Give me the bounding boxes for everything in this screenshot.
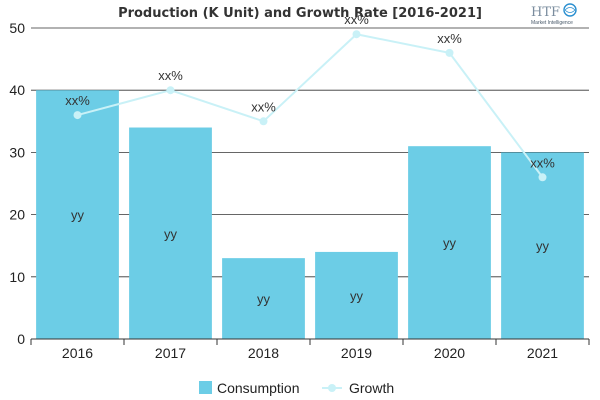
x-tick-label: 2018 [248,345,279,361]
bar-consumption-2018 [222,258,305,339]
bar-data-label: yy [257,292,271,307]
y-tick-label: 20 [9,207,25,223]
growth-data-label: xx% [344,12,369,27]
bars-layer [36,90,584,340]
bar-data-label: yy [443,236,457,251]
y-tick-label: 50 [9,20,25,36]
growth-point-2019 [352,30,361,39]
growth-line [77,33,544,178]
logo-text: HTF [531,5,560,20]
axis-layer: 0 10 20 30 40 50 2016 2017 2018 2019 2020 2021 [9,20,590,361]
growth-point-2021 [538,173,547,182]
growth-point-2016 [73,111,82,120]
bar-data-label: yy [350,288,364,303]
x-tick-label: 2020 [434,345,465,361]
y-tick-label: 0 [17,331,25,347]
line-layer [73,30,547,182]
logo-globe-meridian-icon [564,7,576,13]
logo-globe-icon [563,3,577,17]
bar-consumption-2017 [129,127,212,340]
labels-layer: yy yy yy yy yy yy xx% xx% xx% xx% xx% xx% [65,12,555,306]
legend: Consumption Growth [199,380,394,396]
x-tick-label: 2019 [341,345,372,361]
legend-label-growth: Growth [349,380,394,396]
growth-data-label: xx% [251,99,276,114]
legend-swatch-consumption [199,381,212,394]
bar-consumption-2019 [315,251,398,339]
growth-point-2018 [259,117,268,126]
grid-layer [31,27,589,278]
bar-data-label: yy [71,208,85,223]
growth-data-label: xx% [158,68,183,83]
y-tick-label: 10 [9,269,25,285]
x-tick-label: 2016 [62,345,93,361]
growth-data-label: xx% [65,93,90,108]
x-tick-label: 2017 [155,345,186,361]
bar-data-label: yy [536,239,550,254]
y-tick-label: 40 [9,82,25,98]
bar-data-label: yy [164,226,178,241]
bar-consumption-2020 [408,146,491,339]
chart-title: Production (K Unit) and Growth Rate [201… [118,6,482,21]
growth-point-2017 [166,86,175,95]
growth-point-2020 [445,48,454,57]
x-tick-label: 2021 [527,345,558,361]
legend-marker-growth [328,384,336,392]
legend-label-consumption: Consumption [217,380,300,396]
bar-consumption-2016 [36,90,119,339]
htf-logo: HTF Market Intelligence [531,3,577,26]
growth-data-label: xx% [437,31,462,46]
growth-data-label: xx% [530,155,555,170]
y-tick-label: 30 [9,144,25,160]
bar-consumption-2021 [501,152,584,339]
logo-subtext: Market Intelligence [531,20,573,26]
